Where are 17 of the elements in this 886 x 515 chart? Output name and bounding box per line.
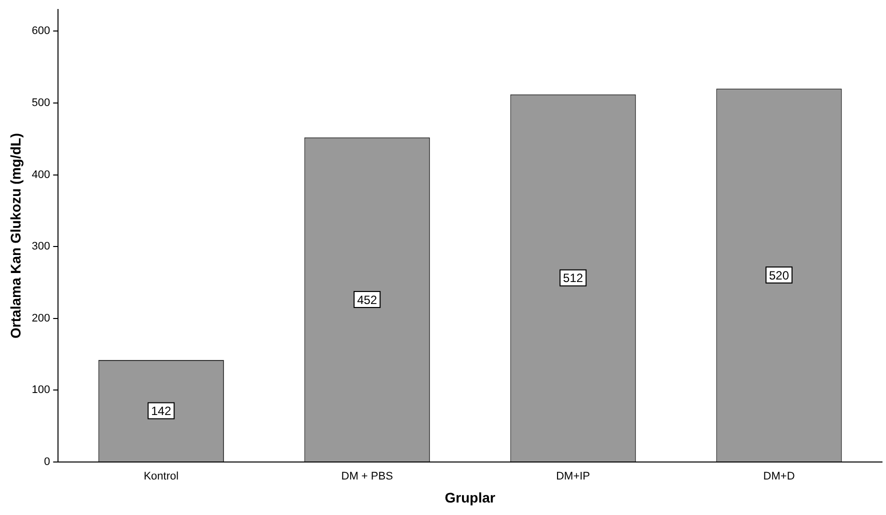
x-tick-label: DM + PBS <box>341 470 393 483</box>
y-tick-label: 600 <box>32 25 50 38</box>
data-label: 520 <box>769 268 790 282</box>
x-tick-label: DM+D <box>763 470 795 483</box>
x-tick-label: DM+IP <box>556 470 590 483</box>
x-axis-title: Gruplar <box>444 489 496 506</box>
data-label: 452 <box>357 292 378 307</box>
data-label: 142 <box>151 404 172 418</box>
y-tick-label: 200 <box>32 312 50 324</box>
y-tick-label: 100 <box>32 384 50 396</box>
y-tick-label: 500 <box>32 96 50 109</box>
y-tick-label: 0 <box>44 456 50 468</box>
y-tick-label: 300 <box>32 240 50 253</box>
data-label: 512 <box>563 271 584 286</box>
x-tick-label: Kontrol <box>144 470 179 483</box>
y-tick-label: 400 <box>32 168 50 181</box>
y-axis-title: Ortalama Kan Glukozu (mg/dL) <box>7 133 24 338</box>
